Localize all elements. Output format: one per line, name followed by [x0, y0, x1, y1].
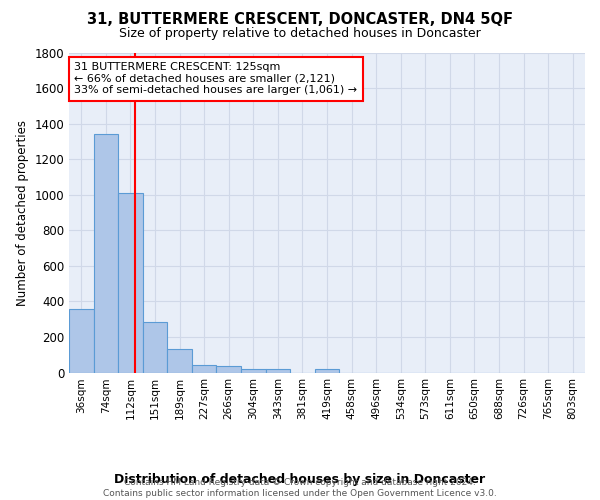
Bar [69, 310, 94, 372]
Bar [143, 322, 167, 372]
Bar [266, 370, 290, 372]
Text: 31, BUTTERMERE CRESCENT, DONCASTER, DN4 5QF: 31, BUTTERMERE CRESCENT, DONCASTER, DN4 … [87, 12, 513, 28]
Text: Size of property relative to detached houses in Doncaster: Size of property relative to detached ho… [119, 28, 481, 40]
Bar [241, 368, 266, 372]
Text: Distribution of detached houses by size in Doncaster: Distribution of detached houses by size … [115, 472, 485, 486]
Text: Contains HM Land Registry data © Crown copyright and database right 2024.
Contai: Contains HM Land Registry data © Crown c… [103, 478, 497, 498]
Bar [217, 366, 241, 372]
Bar [315, 370, 339, 372]
Bar [94, 134, 118, 372]
Bar [167, 350, 192, 372]
Bar [118, 193, 143, 372]
Bar [192, 366, 217, 372]
Y-axis label: Number of detached properties: Number of detached properties [16, 120, 29, 306]
Text: 31 BUTTERMERE CRESCENT: 125sqm
← 66% of detached houses are smaller (2,121)
33% : 31 BUTTERMERE CRESCENT: 125sqm ← 66% of … [74, 62, 357, 96]
